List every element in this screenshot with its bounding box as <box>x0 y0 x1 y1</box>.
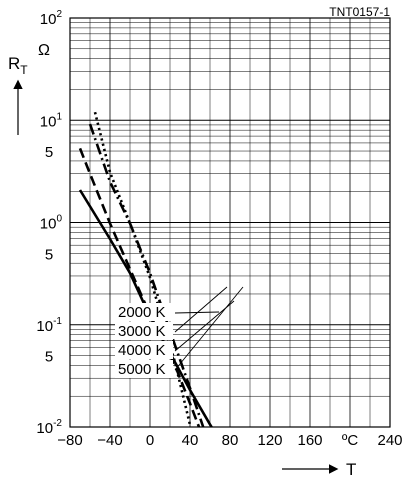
x-axis-title: T <box>346 460 356 479</box>
plot-frame <box>69 17 391 428</box>
y-tick-label: 10-2 <box>36 418 62 437</box>
curves <box>78 111 213 428</box>
legend-label: 4000 K <box>118 342 166 359</box>
legend: 2000 K 3000 K 4000 K 5000 K <box>115 286 244 378</box>
y-minor-label: 5 <box>45 349 53 366</box>
y-minor-label: 5 <box>45 246 53 263</box>
y-axis-unit: Ω <box>38 42 50 59</box>
y-axis-labels: 102 101 100 10-1 10-2 5 5 5 <box>36 9 62 437</box>
legend-leader-line <box>174 286 244 371</box>
y-tick-label: 100 <box>40 214 63 233</box>
x-tick-label: 160 <box>297 432 322 449</box>
curve-4000k <box>88 123 205 428</box>
legend-label-bg <box>115 360 173 378</box>
x-tick-label: −80 <box>57 432 82 449</box>
chart-code: TNT0157-1 <box>329 5 390 19</box>
legend-label-bg <box>115 341 173 359</box>
x-tick-label: −40 <box>97 432 122 449</box>
y-axis-title-sub: T <box>20 63 28 77</box>
grid <box>70 18 390 427</box>
curve-3000k <box>78 147 201 428</box>
legend-label: 2000 K <box>118 304 166 321</box>
curve-5000k <box>93 111 192 428</box>
y-tick-label: 102 <box>40 9 63 28</box>
x-tick-label: ºC <box>342 432 358 449</box>
y-minor-label: 5 <box>45 144 53 161</box>
y-tick-label: 10-1 <box>36 316 62 335</box>
y-axis-title-main: R <box>8 54 20 73</box>
x-tick-label: 120 <box>257 432 282 449</box>
x-axis-labels: −80 −40 0 40 80 120 160 ºC 240 <box>57 432 402 449</box>
x-tick-label: 40 <box>182 432 199 449</box>
legend-leader-line <box>174 286 228 333</box>
legend-label-bg <box>115 322 173 340</box>
legend-label: 5000 K <box>118 361 166 378</box>
y-axis-title: RT <box>8 54 28 77</box>
legend-label-bg <box>115 303 173 321</box>
x-tick-label: 0 <box>146 432 154 449</box>
x-tick-label: 80 <box>222 432 239 449</box>
x-tick-label: 240 <box>377 432 402 449</box>
y-tick-label: 101 <box>40 111 63 130</box>
legend-label: 3000 K <box>118 323 166 340</box>
